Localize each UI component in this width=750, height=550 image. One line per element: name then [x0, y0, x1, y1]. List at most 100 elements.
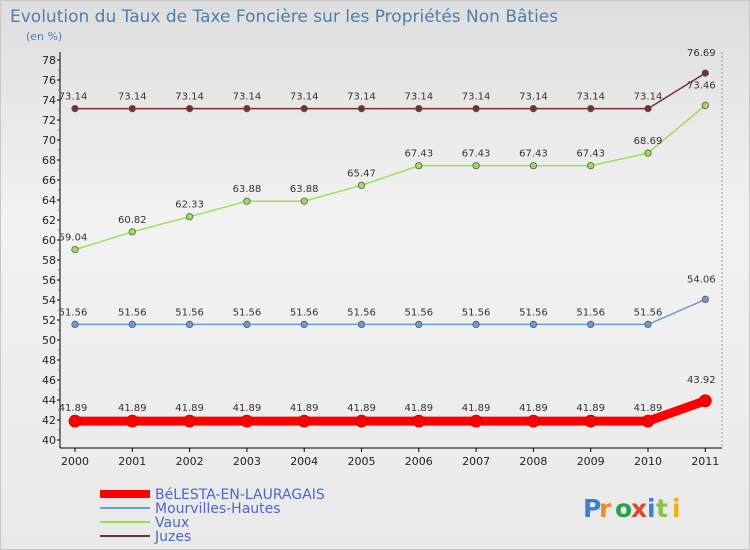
y-tick-label: 46 [42, 374, 56, 387]
data-label: 60.82 [118, 215, 147, 226]
y-tick-label: 64 [42, 194, 56, 207]
x-tick-label: 2000 [61, 455, 89, 468]
data-point [469, 414, 483, 428]
data-point [472, 162, 480, 170]
data-label: 51.56 [634, 307, 663, 318]
data-point [584, 414, 598, 428]
data-point [415, 320, 423, 328]
y-tick-label: 54 [42, 294, 56, 307]
legend-label: BéLESTA-EN-LAURAGAIS [155, 487, 325, 503]
data-label: 76.69 [687, 48, 716, 59]
legend-item: Juzes [100, 529, 191, 545]
data-label: 68.69 [634, 136, 663, 147]
series-line [74, 298, 707, 326]
logo-letter: i [647, 494, 656, 523]
data-point [300, 105, 308, 113]
data-point [300, 320, 308, 328]
data-point [297, 414, 311, 428]
y-tick-label: 50 [42, 334, 56, 347]
data-label: 73.14 [347, 92, 376, 103]
x-tick-label: 2001 [118, 455, 146, 468]
data-point [125, 414, 139, 428]
y-tick-label: 68 [42, 154, 56, 167]
data-label: 51.56 [233, 307, 262, 318]
data-label: 41.89 [634, 403, 663, 414]
y-tick-label: 40 [42, 434, 56, 447]
data-point [355, 414, 368, 428]
legend-item: Mourvilles-Hautes [100, 501, 281, 517]
data-point [529, 105, 538, 113]
y-tick-label: 78 [42, 54, 56, 67]
data-label: 41.89 [118, 403, 147, 414]
y-tick-label: 52 [42, 314, 56, 327]
data-label: 41.89 [462, 403, 491, 414]
data-label: 41.89 [576, 403, 605, 414]
data-point [529, 162, 538, 170]
data-label: 41.89 [347, 403, 376, 414]
data-point [186, 105, 194, 113]
data-point [415, 105, 423, 113]
legend-item: BéLESTA-EN-LAURAGAIS [100, 487, 325, 503]
series-juzes: 73.14 73.14 73.14 73.14 73.14 73.14 73.14 73.14… [59, 48, 716, 113]
y-tick-label: 76 [42, 74, 56, 87]
data-label: 41.89 [59, 403, 88, 414]
data-label: 51.56 [519, 307, 548, 318]
y-axis-unit: (en %) [26, 30, 62, 43]
data-point [701, 295, 709, 303]
x-tick-label: 2006 [405, 455, 433, 468]
legend-item: Vaux [100, 515, 189, 531]
data-label: 41.89 [519, 403, 548, 414]
data-point [641, 414, 655, 428]
data-point [68, 414, 82, 428]
data-point [357, 181, 366, 189]
data-point [415, 162, 423, 170]
logo-letter: x [631, 494, 647, 523]
y-tick-label: 62 [42, 214, 56, 227]
y-tick-label: 66 [42, 174, 56, 187]
data-point [240, 414, 254, 428]
logo-letter: i [672, 494, 681, 523]
proxiti-logo: Pr ox i t i [583, 494, 681, 523]
series-line [70, 396, 710, 426]
y-tick-label: 60 [42, 234, 56, 247]
data-point [587, 105, 595, 113]
data-point [644, 105, 652, 113]
x-tick-label: 2003 [233, 455, 261, 468]
data-point [183, 414, 197, 428]
data-label: 73.14 [175, 92, 204, 103]
logo-letter: r [599, 494, 612, 523]
data-point [128, 105, 136, 113]
data-point [698, 394, 712, 408]
data-label: 59.04 [59, 233, 88, 244]
data-label: 67.43 [519, 149, 548, 160]
y-tick-label: 74 [42, 94, 56, 107]
data-label: 73.14 [404, 92, 433, 103]
data-point [357, 105, 366, 113]
data-label: 41.89 [404, 403, 433, 414]
x-tick-label: 2007 [462, 455, 490, 468]
series-vaux: 59.04 60.82 62.33 63.88 63.88 65.47 67.43 67.43… [59, 80, 716, 254]
series-mourvilles-hautes: 51.56 51.56 51.56 51.56 51.56 51.56 51.56 51.56… [59, 274, 716, 328]
data-label: 73.14 [59, 92, 88, 103]
data-label: 73.14 [233, 92, 262, 103]
y-tick-label: 70 [42, 134, 56, 147]
y-tick-label: 42 [42, 414, 56, 427]
data-label: 51.56 [59, 307, 88, 318]
data-point [587, 320, 595, 328]
series-line [74, 72, 707, 110]
data-point [701, 101, 709, 110]
legend-label: Juzes [154, 529, 191, 545]
data-label: 63.88 [233, 184, 262, 195]
y-tick-label: 48 [42, 354, 56, 367]
data-point [71, 320, 79, 328]
data-label: 67.43 [576, 149, 605, 160]
data-point [243, 197, 251, 205]
data-point [472, 105, 480, 113]
data-point [71, 246, 79, 254]
data-point [527, 414, 540, 428]
chart-title: Evolution du Taux de Taxe Foncière sur l… [10, 7, 558, 27]
logo-letter: t [656, 494, 668, 523]
x-tick-label: 2010 [634, 455, 662, 468]
